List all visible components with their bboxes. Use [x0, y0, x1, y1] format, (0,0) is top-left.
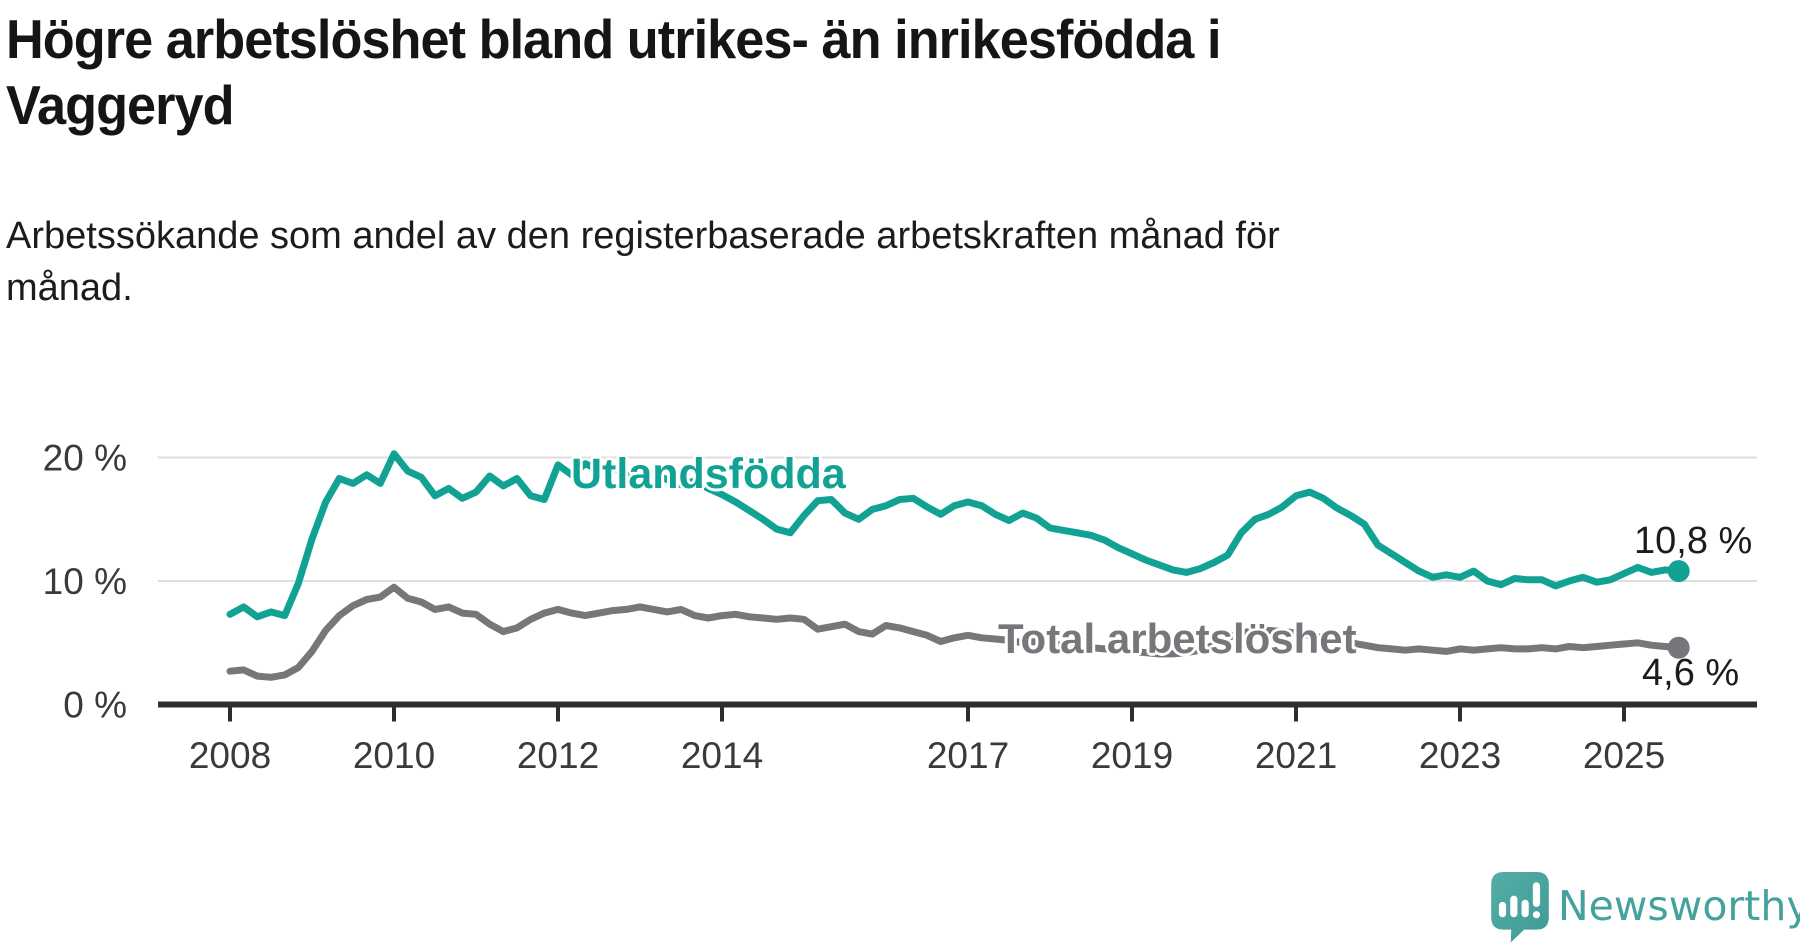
x-tick-label: 2021	[1255, 735, 1337, 776]
bar-icon-2	[1510, 895, 1518, 918]
page-title-line2: Vaggeryd	[6, 74, 235, 136]
end-value-label-total-arbetsloshet: 4,6 %	[1642, 652, 1740, 694]
x-tick-label: 2014	[681, 735, 763, 776]
x-tick-label: 2019	[1091, 735, 1173, 776]
bar-icon-3	[1521, 899, 1529, 918]
x-tick-label: 2023	[1419, 735, 1501, 776]
axis-tick-labels: 0 % 10 % 20 % 2008 2010 2012 2014 2017 2019 2021 2…	[43, 438, 1666, 777]
series-label-total-arbetsloshet: Total arbetslöshet	[998, 615, 1357, 662]
end-point-dot	[1667, 636, 1690, 659]
x-tick-label: 2010	[353, 735, 435, 776]
exclamation-bar-icon	[1532, 882, 1541, 907]
page-subtitle-line2: månad.	[6, 267, 133, 310]
end-value-label-utlandsfodda: 10,8 %	[1634, 520, 1753, 562]
y-tick-label: 10 %	[43, 561, 127, 602]
x-tick-label: 2012	[517, 735, 599, 776]
line-total-arbetsloshet	[226, 583, 1683, 681]
page-title: Högre arbetslöshet bland utrikes- än inr…	[6, 6, 1221, 138]
series-lines	[226, 450, 1690, 681]
y-tick-label: 0 %	[63, 685, 127, 726]
x-axis	[158, 701, 1757, 722]
newsworthy-logo: Newsworthy	[1491, 872, 1800, 944]
x-tick-label: 2008	[189, 735, 271, 776]
page-subtitle: Arbetssökande som andel av den registerb…	[6, 210, 1280, 315]
newsworthy-logo-text: Newsworthy	[1558, 882, 1800, 930]
y-tick-label: 20 %	[43, 438, 127, 479]
newsworthy-speech-bubble-icon	[1491, 872, 1549, 943]
series-label-utlandsfodda: Utlandsfödda	[571, 450, 846, 498]
page-title-line1: Högre arbetslöshet bland utrikes- än inr…	[6, 8, 1221, 70]
end-point-dot	[1667, 560, 1690, 583]
x-tick-label: 2025	[1583, 735, 1665, 776]
x-tick-label: 2017	[927, 735, 1009, 776]
page-subtitle-line1: Arbetssökande som andel av den registerb…	[6, 215, 1280, 257]
bar-icon-1	[1498, 901, 1507, 918]
exclamation-dot-icon	[1532, 911, 1541, 919]
line-utlandsfodda	[226, 450, 1683, 621]
gridlines	[158, 456, 1757, 582]
